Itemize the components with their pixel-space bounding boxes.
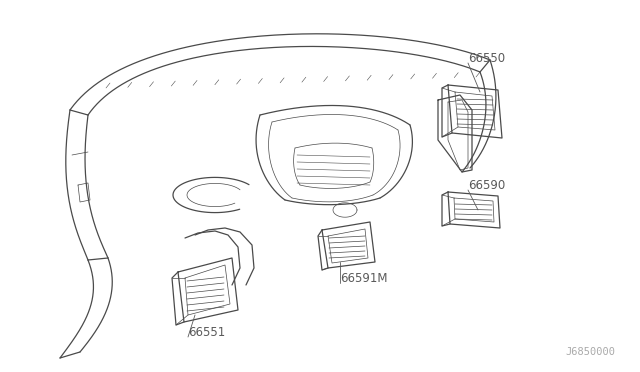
Text: 66591M: 66591M xyxy=(340,272,387,285)
Text: J6850000: J6850000 xyxy=(565,347,615,357)
Text: 66590: 66590 xyxy=(468,179,505,192)
Text: 66551: 66551 xyxy=(188,326,225,339)
Text: 66550: 66550 xyxy=(468,51,505,64)
